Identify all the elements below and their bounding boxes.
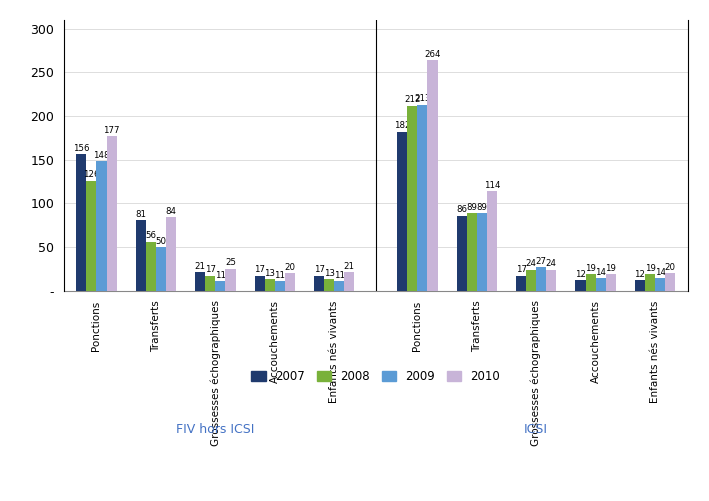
- Bar: [457, 215, 467, 291]
- Bar: [576, 280, 586, 291]
- Bar: [596, 279, 605, 291]
- Text: 212: 212: [404, 95, 420, 104]
- Bar: [205, 276, 216, 291]
- Bar: [586, 274, 596, 291]
- Bar: [428, 60, 437, 291]
- Text: 17: 17: [254, 266, 265, 275]
- Text: 19: 19: [585, 264, 596, 273]
- Text: 89: 89: [476, 202, 487, 211]
- Text: 19: 19: [605, 264, 616, 273]
- Text: 50: 50: [155, 236, 167, 245]
- Bar: [655, 279, 665, 291]
- Text: 14: 14: [595, 268, 606, 277]
- Bar: [526, 270, 536, 291]
- Bar: [195, 272, 205, 291]
- Text: FIV hors ICSI: FIV hors ICSI: [176, 422, 255, 435]
- Text: 17: 17: [205, 266, 216, 275]
- Bar: [135, 220, 146, 291]
- Bar: [96, 161, 106, 291]
- Bar: [216, 281, 225, 291]
- Text: 19: 19: [644, 264, 655, 273]
- Bar: [255, 276, 264, 291]
- Bar: [547, 270, 557, 291]
- Text: 25: 25: [225, 259, 236, 268]
- Text: 14: 14: [654, 268, 666, 277]
- Text: 12: 12: [575, 270, 586, 279]
- Text: 213: 213: [414, 94, 430, 103]
- Bar: [106, 136, 117, 291]
- Text: 13: 13: [323, 269, 335, 278]
- Text: 17: 17: [313, 266, 325, 275]
- Text: 84: 84: [166, 207, 177, 216]
- Text: 114: 114: [484, 181, 500, 190]
- Text: 264: 264: [424, 50, 441, 59]
- Text: ICSI: ICSI: [524, 422, 548, 435]
- Bar: [467, 213, 476, 291]
- Text: 81: 81: [135, 209, 146, 218]
- Bar: [397, 132, 407, 291]
- Text: 24: 24: [525, 260, 537, 269]
- Text: 11: 11: [334, 271, 345, 280]
- Bar: [334, 281, 345, 291]
- Bar: [86, 181, 96, 291]
- Text: 11: 11: [215, 271, 226, 280]
- Bar: [418, 105, 428, 291]
- Bar: [536, 267, 547, 291]
- Bar: [476, 213, 487, 291]
- Bar: [645, 274, 655, 291]
- Text: 13: 13: [264, 269, 275, 278]
- Text: 27: 27: [536, 257, 547, 266]
- Bar: [275, 281, 285, 291]
- Text: 20: 20: [284, 263, 296, 272]
- Text: 21: 21: [195, 262, 206, 271]
- Text: 156: 156: [73, 144, 89, 153]
- Text: 182: 182: [394, 121, 411, 130]
- Bar: [264, 279, 275, 291]
- Text: 89: 89: [467, 202, 477, 211]
- Bar: [225, 269, 235, 291]
- Text: 20: 20: [665, 263, 676, 272]
- Text: 12: 12: [635, 270, 645, 279]
- Text: 21: 21: [344, 262, 354, 271]
- Bar: [516, 276, 526, 291]
- Legend: 2007, 2008, 2009, 2010: 2007, 2008, 2009, 2010: [247, 365, 505, 387]
- Text: 11: 11: [274, 271, 285, 280]
- Text: 56: 56: [145, 231, 157, 240]
- Bar: [407, 106, 418, 291]
- Bar: [665, 273, 675, 291]
- Bar: [314, 276, 324, 291]
- Bar: [487, 191, 497, 291]
- Bar: [635, 280, 645, 291]
- Text: 17: 17: [515, 266, 527, 275]
- Bar: [605, 274, 616, 291]
- Text: 24: 24: [546, 260, 557, 269]
- Text: 126: 126: [83, 170, 100, 179]
- Text: 86: 86: [456, 205, 467, 214]
- Bar: [166, 217, 176, 291]
- Text: 177: 177: [104, 126, 120, 135]
- Bar: [345, 272, 354, 291]
- Bar: [146, 241, 156, 291]
- Text: 148: 148: [94, 151, 110, 160]
- Bar: [77, 154, 86, 291]
- Bar: [285, 273, 295, 291]
- Bar: [156, 247, 166, 291]
- Bar: [324, 279, 334, 291]
